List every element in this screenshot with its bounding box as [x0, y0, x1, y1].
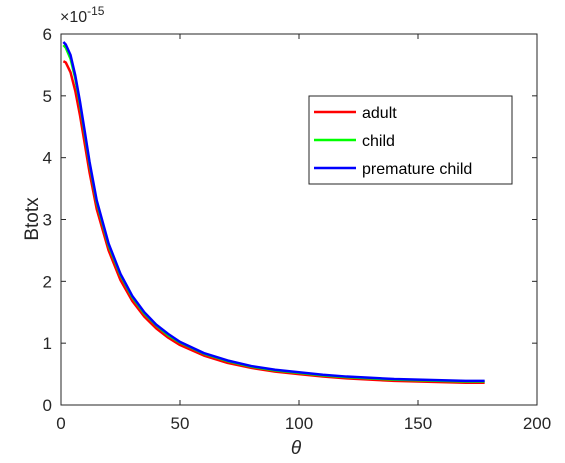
legend: adult child premature child [308, 95, 513, 185]
x-tick-label: 200 [523, 414, 551, 433]
x-tick-label: 0 [56, 414, 65, 433]
legend-label-adult: adult [362, 105, 397, 122]
y-tick-labels: 0 1 2 3 4 5 6 [43, 25, 52, 415]
series-lines [62, 41, 485, 384]
y-exponent-label: ×10-15 [60, 4, 105, 26]
series-line-premature-child [62, 41, 485, 383]
x-tick-label: 150 [404, 414, 432, 433]
axes [60, 33, 538, 406]
plot-area [61, 34, 537, 405]
x-tick-labels: 0 50 100 150 200 [56, 414, 551, 433]
y-tick-label: 2 [43, 272, 52, 291]
x-tick-label: 100 [285, 414, 313, 433]
y-multiplier-text: ×10 [60, 9, 87, 26]
y-tick-label: 0 [43, 396, 52, 415]
x-tick-label: 50 [171, 414, 190, 433]
legend-label-premature-child: premature child [362, 161, 472, 178]
y-tick-label: 1 [43, 334, 52, 353]
y-tick-label: 5 [43, 87, 52, 106]
y-tick-label: 6 [43, 25, 52, 44]
y-tick-label: 4 [43, 149, 52, 168]
y-tick-label: 3 [43, 211, 52, 230]
plot-background [61, 34, 537, 405]
y-axis-title: Btotx [22, 197, 43, 241]
y-exponent-text: -15 [87, 4, 105, 18]
legend-label-child: child [362, 133, 395, 150]
x-axis-title: θ [291, 438, 302, 459]
